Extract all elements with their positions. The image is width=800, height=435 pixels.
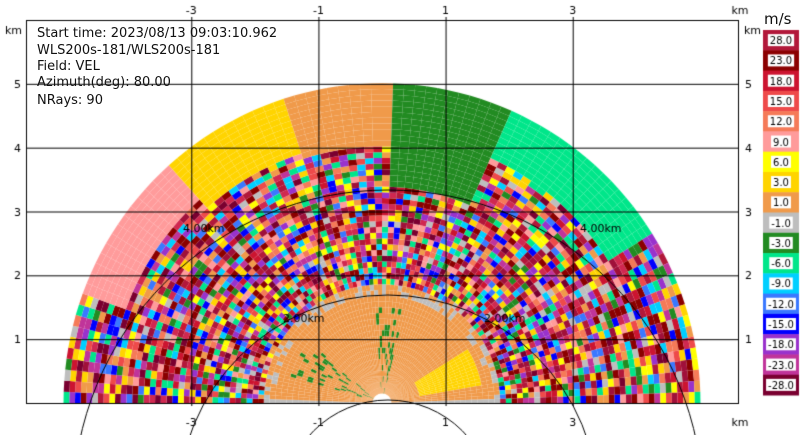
azimuth-label: Azimuth(deg): 80.00: [37, 75, 171, 90]
nrays-label: NRays: 90: [37, 93, 103, 108]
radar-name-label: WLS200s-181/WLS200s-181: [37, 43, 221, 58]
colorbar-unit: m/s: [764, 10, 792, 28]
start-time-label: Start time: 2023/08/13 09:03:10.962: [37, 26, 278, 41]
field-label: Field: VEL: [37, 59, 100, 74]
